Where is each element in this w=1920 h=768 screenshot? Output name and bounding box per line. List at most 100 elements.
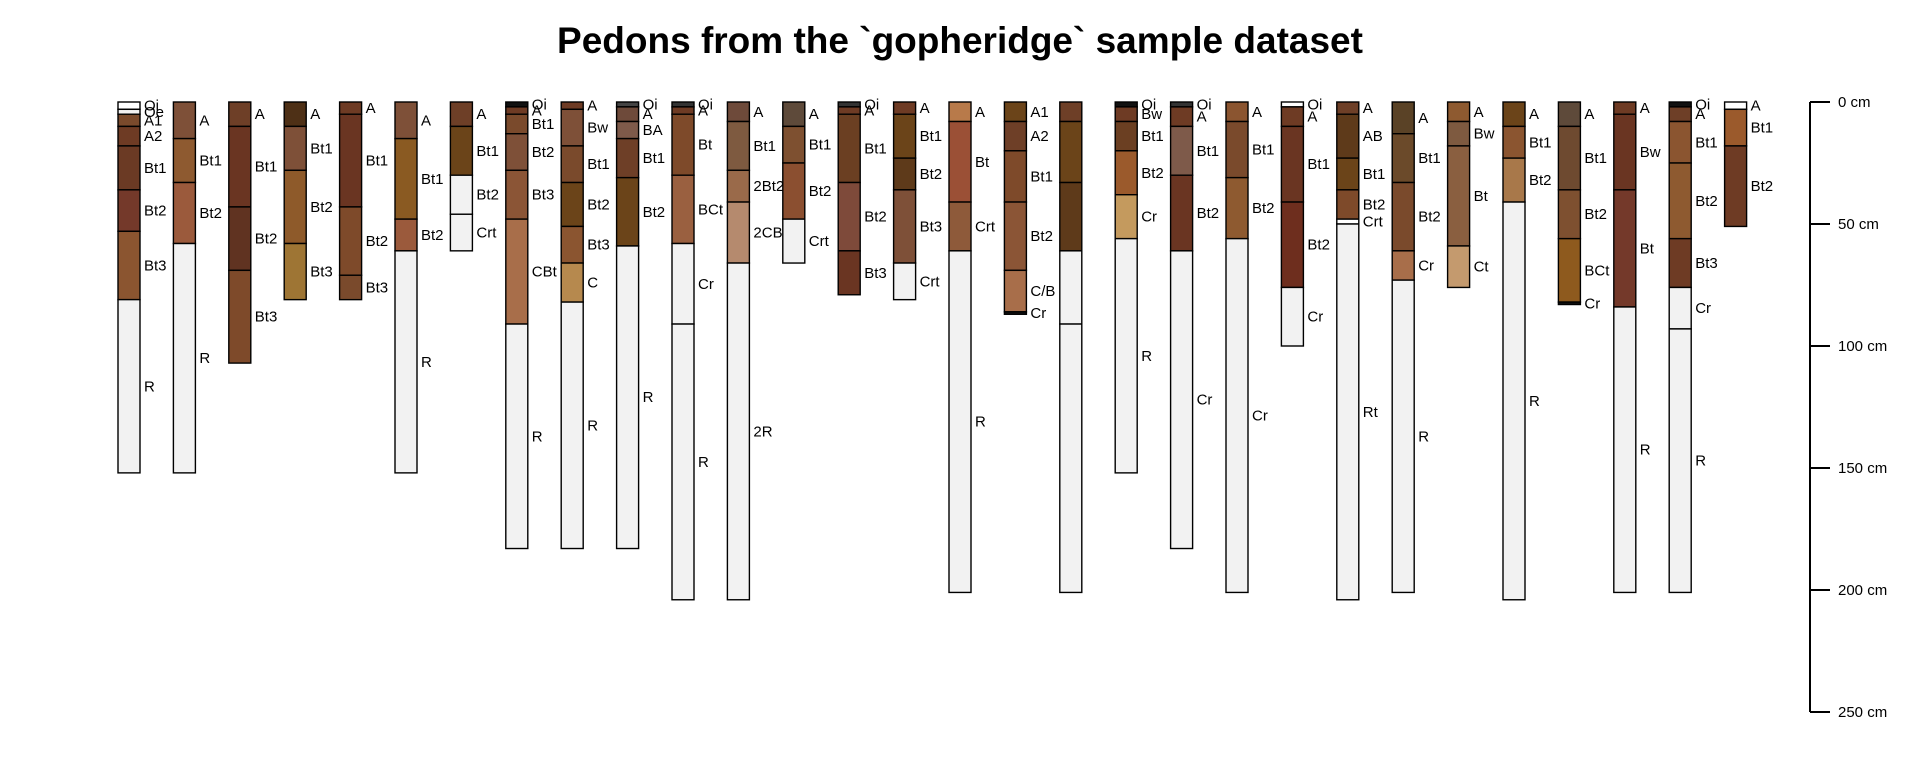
horizon-label: A: [1197, 109, 1207, 126]
horizon-label: Bt3: [310, 264, 333, 281]
horizon-label: Bt1: [1307, 156, 1330, 173]
horizon-block: [449, 213, 474, 252]
horizon-block: [505, 323, 529, 550]
horizon-label: Bt1: [1418, 150, 1441, 167]
horizon-block: [615, 101, 640, 108]
horizon-label: Bt2: [920, 166, 943, 183]
horizon-label: Bt1: [753, 138, 776, 155]
soil-profile: A1 A2 Bt1 Bt2 C/B Cr: [1003, 101, 1055, 322]
horizon-block: [1059, 101, 1083, 123]
horizon-label: A: [643, 106, 653, 123]
horizon-block: [172, 137, 197, 184]
soil-profile: A Bt1 Bt2 Bt3: [283, 101, 333, 301]
soil-profile: A Bt1 Bt2 BCt Cr: [1557, 101, 1610, 312]
horizon-block: [948, 250, 972, 594]
horizon-block: [726, 262, 751, 601]
horizon-label: R: [975, 414, 986, 431]
horizon-block: [948, 201, 972, 252]
horizon-block: [505, 101, 529, 108]
horizon-block: [1280, 125, 1305, 203]
horizon-block: [948, 101, 972, 123]
horizon-label: 2CB: [753, 225, 782, 242]
horizon-block: [782, 218, 806, 264]
horizon-label: Oe: [144, 104, 164, 121]
horizon-block: [1114, 120, 1138, 152]
horizon-label: AB: [1363, 128, 1383, 145]
horizon-block: [1668, 101, 1692, 108]
horizon-label: A: [1584, 106, 1594, 123]
horizon-label: Cr: [1695, 300, 1711, 317]
horizon-label: Bt2: [809, 183, 832, 200]
horizon-block: [1114, 194, 1138, 240]
horizon-block: [1557, 189, 1582, 240]
horizon-block: [892, 157, 917, 191]
horizon-label: Bt1: [421, 171, 444, 188]
horizon-label: Bt1: [1197, 143, 1220, 160]
horizon-label: A: [1529, 106, 1539, 123]
horizon-label: A1: [1030, 104, 1048, 121]
horizon-label: Oi: [1141, 96, 1156, 113]
horizon-label: BCt: [698, 201, 724, 218]
horizon-label: 2R: [753, 423, 772, 440]
horizon-block: [892, 189, 917, 264]
horizon-label: Oi: [698, 96, 713, 113]
horizon-label: Bt2: [366, 233, 389, 250]
horizon-block: [1613, 101, 1637, 115]
horizon-label: Bt1: [920, 128, 943, 145]
horizon-block: [1059, 181, 1083, 252]
horizon-block: [615, 176, 640, 247]
horizon-block: [117, 298, 141, 474]
horizon-block: [1336, 101, 1360, 115]
horizon-label: A: [255, 106, 265, 123]
horizon-block: [1003, 101, 1028, 123]
horizon-block: [1003, 120, 1028, 152]
horizon-label: A: [1252, 104, 1262, 121]
horizon-block: [1280, 286, 1305, 347]
soil-profile: A Bt1 Bt2 R: [394, 101, 444, 474]
horizon-block: [1723, 108, 1748, 147]
horizon-label: R: [532, 428, 543, 445]
horizon-block: [1557, 301, 1582, 306]
horizon-label: Bt1: [144, 160, 167, 177]
horizon-label: A2: [144, 128, 162, 145]
horizon-block: [782, 101, 806, 128]
horizon-block: [560, 181, 584, 228]
horizon-block: [1336, 113, 1360, 159]
horizon-label: 2Bt2: [753, 178, 784, 195]
horizon-label: A: [476, 106, 486, 123]
horizon-block: [1502, 101, 1526, 128]
horizon-block: [1225, 176, 1249, 240]
horizon-label: A: [1474, 104, 1484, 121]
horizon-block: [671, 113, 695, 176]
horizon-label: A: [366, 100, 376, 117]
horizon-label: Bt3: [587, 237, 610, 254]
horizon-label: Bt3: [920, 218, 943, 235]
horizon-block: [892, 101, 917, 115]
horizon-label: Bt2: [199, 205, 222, 222]
horizon-label: Bw: [1640, 144, 1661, 161]
horizon-block: [837, 113, 861, 184]
horizon-label: Bt2: [1418, 209, 1441, 226]
soil-profile: A Bt1 Bt2 Cr: [1225, 101, 1275, 594]
horizon-label: Bt2: [1363, 196, 1386, 213]
horizon-block: [117, 108, 141, 115]
horizon-label: A: [753, 104, 763, 121]
horizon-label: Bt1: [1141, 128, 1164, 145]
horizon-block: [1114, 237, 1138, 474]
depth-tick-label: 250 cm: [1838, 704, 1887, 721]
horizon-block: [117, 113, 141, 128]
horizon-block: [1225, 101, 1249, 123]
horizon-block: [1280, 201, 1305, 289]
horizon-label: Bt3: [864, 265, 887, 282]
horizon-label: Bt2: [1751, 178, 1774, 195]
horizon-label: Bt2: [255, 231, 278, 248]
horizon-block: [1169, 125, 1194, 176]
horizon-label: Cr: [1197, 392, 1213, 409]
horizon-block: [1668, 162, 1692, 240]
horizon-label: Bt2: [1030, 228, 1053, 245]
soil-profile: A Bt1 Bt2 Crt: [449, 101, 499, 252]
horizon-label: R: [1418, 428, 1429, 445]
horizon-label: Bt1: [366, 153, 389, 170]
soil-profile: OiA Bt1 Bt2 Bt3 Cr R: [1668, 96, 1718, 594]
horizon-label: Cr: [1307, 309, 1323, 326]
